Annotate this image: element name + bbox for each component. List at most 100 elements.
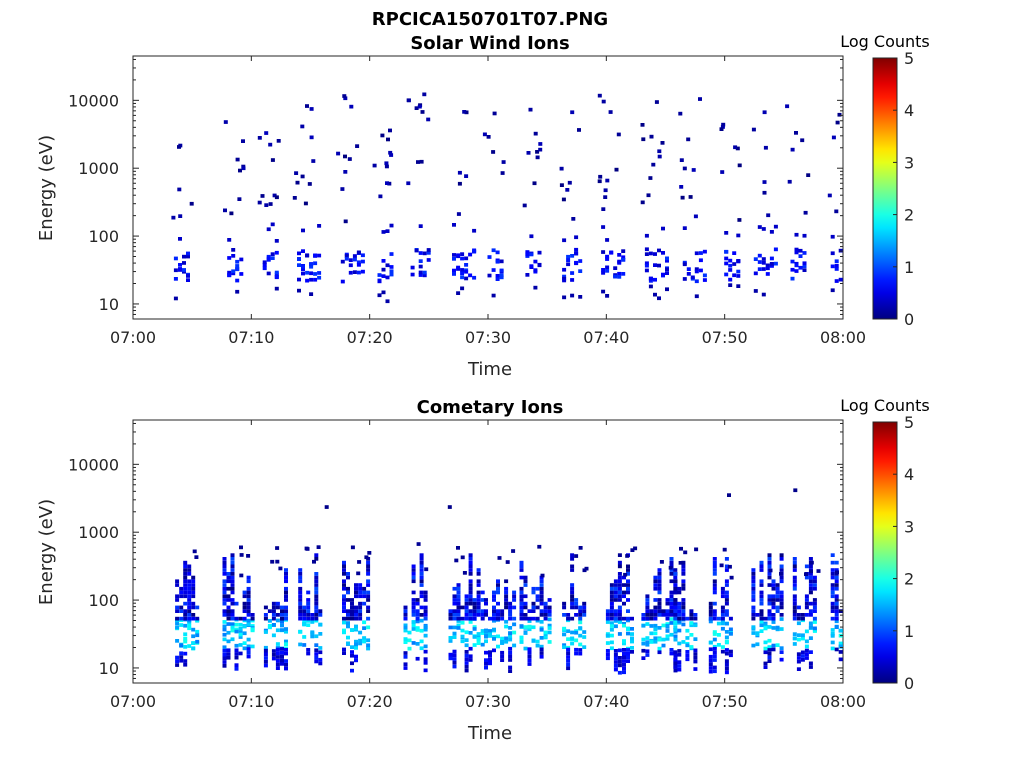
spectrogram-cell <box>280 658 284 662</box>
spectrogram-cell <box>317 224 322 228</box>
spectrogram-cell <box>182 268 186 272</box>
spectrogram-cell <box>342 583 346 587</box>
spectrogram-cell <box>271 653 276 657</box>
spectrogram-cell <box>759 601 764 606</box>
spectrogram-cell <box>798 265 803 270</box>
spectrogram-cell <box>460 620 465 625</box>
spectrogram-cell <box>677 605 682 610</box>
spectrogram-cell <box>350 598 354 602</box>
spectrogram-cell <box>630 548 635 552</box>
spectrogram-cell <box>246 579 251 584</box>
spectrogram-cell <box>491 293 496 298</box>
spectrogram-cell <box>669 560 674 565</box>
spectrogram-cell <box>246 650 251 655</box>
spectrogram-cell <box>792 579 797 584</box>
colorbar-label: Log Counts <box>840 396 930 415</box>
spectrogram-cell <box>626 583 630 587</box>
spectrogram-cell <box>677 619 682 624</box>
spectrogram-cell <box>275 642 280 646</box>
spectrogram-cell <box>284 662 288 667</box>
spectrogram-cell <box>693 652 698 656</box>
spectrogram-cell <box>804 594 809 599</box>
spectrogram-cell <box>724 648 729 652</box>
spectrogram-cell <box>657 149 662 154</box>
spectrogram-cell <box>660 141 665 145</box>
spectrogram-cell <box>661 643 666 648</box>
spectrogram-cell <box>669 632 674 637</box>
spectrogram-cell <box>532 181 537 186</box>
spectrogram-cell <box>644 268 649 273</box>
spectrogram-cell <box>484 662 488 666</box>
spectrogram-cell <box>720 620 725 624</box>
spectrogram-cell <box>812 598 817 602</box>
spectrogram-cell <box>827 193 832 198</box>
spectrogram-cell <box>533 268 538 272</box>
spectrogram-cell <box>559 183 564 187</box>
spectrogram-cell <box>755 642 760 647</box>
spectrogram-cell <box>385 299 390 304</box>
spectrogram-cell <box>767 638 772 643</box>
spectrogram-cell <box>456 546 460 550</box>
spectrogram-cell <box>835 120 840 125</box>
spectrogram-cell <box>681 613 686 617</box>
spectrogram-cell <box>673 572 678 576</box>
spectrogram-cell <box>300 174 305 179</box>
spectrogram-cell <box>222 601 227 606</box>
spectrogram-cell <box>448 636 453 641</box>
spectrogram-cell <box>298 579 303 584</box>
spectrogram-cell <box>354 586 358 591</box>
spectrogram-cell <box>796 667 801 671</box>
spectrogram-cell <box>834 575 839 580</box>
spectrogram-cell <box>179 623 184 627</box>
spectrogram-cell <box>712 572 717 576</box>
spectrogram-cell <box>230 613 235 617</box>
spectrogram-cell <box>480 616 485 621</box>
spectrogram-cell <box>535 594 540 599</box>
spectrogram-cell <box>263 630 268 634</box>
spectrogram-cell <box>759 568 764 572</box>
spectrogram-cell <box>724 659 729 663</box>
spectrogram-cell <box>302 613 307 617</box>
spectrogram-cell <box>519 568 524 572</box>
spectrogram-cell <box>767 616 772 621</box>
spectrogram-cell <box>800 616 805 621</box>
spectrogram-cell <box>342 605 346 610</box>
spectrogram-cell <box>625 554 630 558</box>
spectrogram-cell <box>362 636 367 640</box>
spectrogram-cell <box>835 570 839 575</box>
solar-wind-panel: Solar Wind Ions 07:00 07:10 07:20 07:30 07:4… <box>36 32 930 380</box>
spectrogram-cell <box>792 594 797 599</box>
spectrogram-cell <box>484 665 488 670</box>
spectrogram-cell <box>191 590 196 595</box>
spectrogram-cell <box>284 613 288 617</box>
spectrogram-cell <box>419 575 424 580</box>
spectrogram-cell <box>452 268 456 273</box>
spectrogram-cell <box>311 159 316 163</box>
spectrogram-cell <box>677 628 682 633</box>
spectrogram-cell <box>834 560 839 565</box>
spectrogram-cell <box>626 586 630 591</box>
spectrogram-cell <box>609 583 614 587</box>
spectrogram-cell <box>834 583 839 587</box>
spectrogram-cell <box>804 575 809 580</box>
spectrogram-cell <box>830 553 835 557</box>
spectrogram-cell <box>804 639 809 644</box>
spectrogram-cell <box>222 613 227 617</box>
spectrogram-cell <box>508 669 513 673</box>
spectrogram-cell <box>298 572 303 576</box>
spectrogram-cell <box>830 646 835 651</box>
spectrogram-cell <box>298 630 303 634</box>
spectrogram-cell <box>504 594 509 599</box>
spectrogram-cell <box>724 583 729 587</box>
panel-title: Cometary Ions <box>417 397 564 418</box>
spectrogram-cell <box>476 641 481 645</box>
spectrogram-cell <box>621 257 626 262</box>
spectrogram-cell <box>779 590 784 595</box>
spectrogram-cell <box>617 663 622 668</box>
spectrogram-cell <box>617 670 622 675</box>
spectrogram-cell <box>577 128 581 132</box>
spectrogram-cell <box>275 613 280 617</box>
spectrogram-cell <box>416 542 421 546</box>
spectrogram-cell <box>601 271 606 275</box>
spectrogram-cell <box>191 586 196 591</box>
